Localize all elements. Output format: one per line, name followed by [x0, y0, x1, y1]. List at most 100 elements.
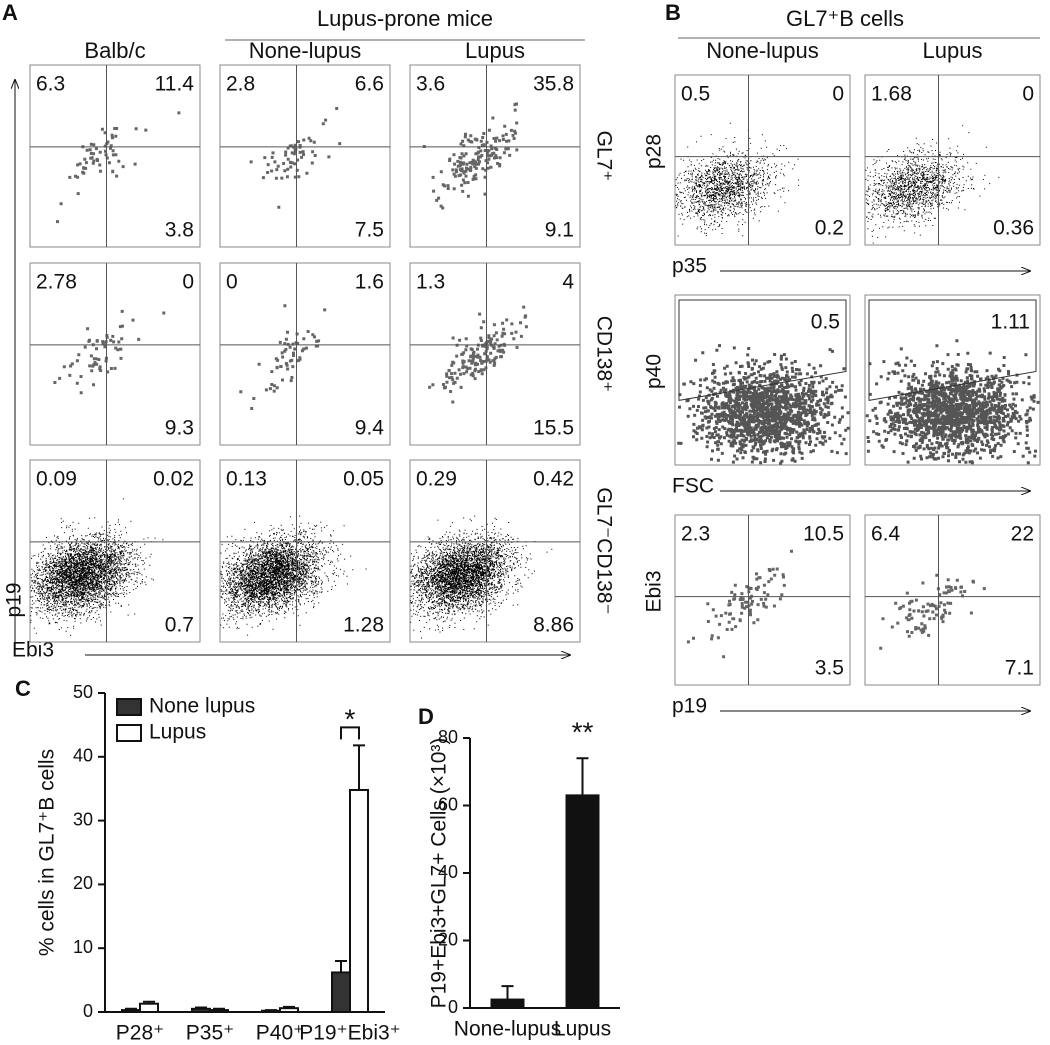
plot-frame: [29, 262, 201, 446]
error-bar: [283, 1005, 295, 1009]
quadrant-value: 0.13: [226, 468, 267, 491]
events: [410, 515, 553, 639]
group-title: Lupus-prone mice: [317, 6, 493, 31]
panel-title: GL7⁺B cells: [786, 6, 904, 31]
quadrant-value: 4: [562, 271, 574, 294]
x-tick-label: P19⁺Ebi3⁺: [299, 1022, 401, 1045]
quadrant-value: 0: [182, 271, 194, 294]
quadrant-value: 7.1: [1005, 657, 1034, 680]
bar: [121, 1009, 141, 1013]
axis-label: % cells in GL7⁺B cells: [36, 749, 59, 956]
quadrant-value: 0.29: [416, 468, 457, 491]
axis-label: p35: [672, 255, 707, 278]
quadrant-value: 2.78: [36, 271, 77, 294]
bar: [279, 1007, 299, 1013]
quadrant-value: 11.4: [155, 73, 195, 96]
y-tick-label: 0: [448, 997, 458, 1017]
events: [675, 122, 800, 237]
gate: [868, 299, 1037, 401]
y-tick-label: 20: [73, 873, 93, 893]
row-label: GL7⁻CD138⁻: [592, 487, 615, 614]
axis-label: p19: [672, 695, 707, 718]
plot-frame: [864, 514, 1041, 686]
quadrant-value: 0: [832, 83, 844, 106]
panel-label: A: [2, 0, 18, 25]
quadrant-value: 0.5: [681, 83, 710, 106]
y-tick-label: 80: [438, 727, 458, 747]
row-label: CD138⁺: [592, 316, 615, 392]
plot-frame: [409, 459, 581, 643]
plot-frame: [864, 74, 1041, 246]
events: [239, 304, 327, 410]
bar: [191, 1007, 211, 1013]
axis-label: p28: [643, 134, 666, 169]
quadrant-value: 0.09: [36, 468, 77, 491]
quadrant-value: 9.1: [545, 219, 574, 242]
error-bar: [501, 985, 514, 1000]
y-tick-label: 50: [73, 682, 93, 702]
quadrant-value: 6.4: [871, 523, 901, 546]
legend-label: Lupus: [149, 721, 206, 744]
events: [879, 573, 986, 650]
significance: **: [572, 717, 594, 748]
y-tick-label: 0: [83, 1001, 93, 1021]
significance: *: [345, 704, 356, 735]
panel-label: B: [665, 0, 681, 25]
bar: [565, 794, 600, 1009]
row-label: GL7⁺: [592, 131, 615, 182]
legend-swatch: [116, 724, 142, 742]
plot-frame: [674, 74, 851, 246]
error-bar: [265, 1009, 277, 1012]
legend-label: None lupus: [149, 695, 255, 718]
quadrant-value: 1.28: [343, 614, 384, 637]
events: [428, 305, 528, 404]
quadrant-value: 0: [1022, 83, 1034, 106]
quadrant-value: 7.5: [355, 219, 384, 242]
quadrant-value: 6.6: [355, 73, 384, 96]
quadrant-value: 0.05: [343, 468, 384, 491]
bar: [331, 971, 351, 1013]
x-tick-label: None-lupus: [454, 1018, 561, 1041]
events: [677, 344, 850, 465]
error-bar: [125, 1007, 137, 1011]
gate: [678, 299, 847, 401]
legend-swatch: [116, 698, 142, 716]
error-bar: [195, 1006, 207, 1009]
quadrant-value: 9.4: [355, 417, 385, 440]
error-bar: [213, 1007, 225, 1011]
bar: [209, 1009, 229, 1013]
axis-label: Ebi3: [643, 570, 666, 612]
x-tick-label: P28⁺: [116, 1022, 164, 1045]
quadrant-value: 2.3: [681, 523, 710, 546]
axis-label: p19: [3, 582, 26, 617]
axis-label: p40: [643, 354, 666, 389]
plot-frame: [219, 262, 391, 446]
x-tick-label: Lupus: [554, 1018, 611, 1041]
quadrant-value: 15.5: [533, 417, 574, 440]
quadrant-value: 1.3: [416, 271, 445, 294]
quadrant-value: 10.5: [803, 523, 844, 546]
y-tick-label: 10: [73, 937, 93, 957]
quadrant-value: 6.3: [36, 73, 65, 96]
column-header: None-lupus: [249, 38, 362, 63]
bracket: [340, 726, 360, 740]
quadrant-value: 22: [1011, 523, 1034, 546]
panel-label: C: [15, 676, 31, 701]
quadrant-value: 0.36: [993, 217, 1034, 240]
quadrant-value: 1.6: [355, 271, 384, 294]
quadrant-value: 1.68: [871, 83, 912, 106]
panel-label: D: [418, 704, 434, 729]
bar: [349, 788, 369, 1014]
column-header: Lupus: [923, 38, 983, 63]
y-tick-label: 20: [438, 929, 458, 949]
y-tick-label: 40: [73, 746, 93, 766]
gate-value: 0.5: [811, 311, 840, 334]
gate-value: 1.11: [991, 311, 1030, 334]
events: [220, 515, 367, 636]
quadrant-value: 0.42: [533, 468, 574, 491]
quadrant-value: 0.2: [815, 217, 844, 240]
x-tick-label: P40⁺: [256, 1022, 304, 1045]
events: [30, 498, 164, 636]
quadrant-value: 0.02: [153, 468, 194, 491]
